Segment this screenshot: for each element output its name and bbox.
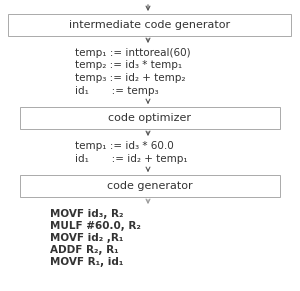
Text: intermediate code generator: intermediate code generator [69, 20, 230, 30]
Text: temp₁ := inttoreal(60): temp₁ := inttoreal(60) [75, 48, 190, 58]
Bar [8, 14, 291, 36]
Text: MULF #60.0, R₂: MULF #60.0, R₂ [50, 221, 141, 231]
Text: code optimizer: code optimizer [109, 113, 191, 123]
Text: id₁       := temp₃: id₁ := temp₃ [75, 86, 159, 95]
Text: temp₂ := id₃ * temp₁: temp₂ := id₃ * temp₁ [75, 61, 182, 70]
Text: code generator: code generator [107, 181, 193, 191]
Text: MOVF id₃, R₂: MOVF id₃, R₂ [50, 209, 124, 219]
Text: temp₁ := id₃ * 60.0: temp₁ := id₃ * 60.0 [75, 141, 174, 151]
Text: MOVF R₁, id₁: MOVF R₁, id₁ [50, 257, 123, 267]
Text: MOVF id₂ ,R₁: MOVF id₂ ,R₁ [50, 233, 123, 243]
Bar [20, 107, 280, 129]
Text: temp₃ := id₂ + temp₂: temp₃ := id₂ + temp₂ [75, 73, 185, 83]
Text: id₁       := id₂ + temp₁: id₁ := id₂ + temp₁ [75, 153, 188, 164]
Bar [20, 175, 280, 197]
Text: ADDF R₂, R₁: ADDF R₂, R₁ [50, 245, 118, 255]
